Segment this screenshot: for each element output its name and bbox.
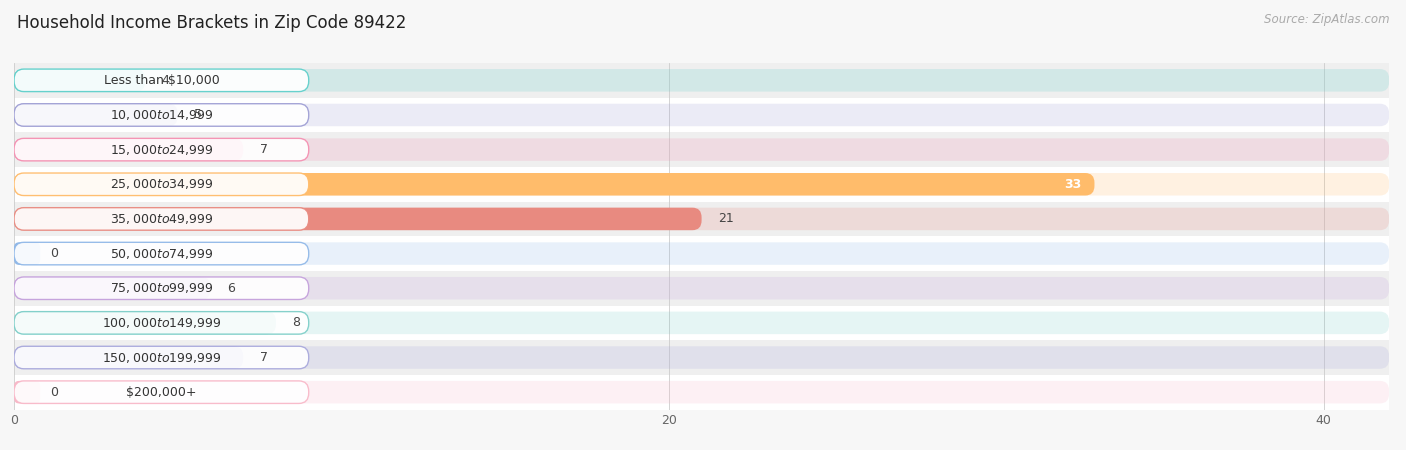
FancyBboxPatch shape	[14, 381, 1389, 404]
Text: Source: ZipAtlas.com: Source: ZipAtlas.com	[1264, 14, 1389, 27]
Text: $75,000 to $99,999: $75,000 to $99,999	[110, 281, 214, 295]
FancyBboxPatch shape	[14, 138, 309, 161]
Bar	[14, 236, 1389, 271]
Text: 33: 33	[1064, 178, 1081, 191]
FancyBboxPatch shape	[14, 242, 309, 265]
Bar	[14, 98, 1389, 132]
Text: $150,000 to $199,999: $150,000 to $199,999	[101, 351, 221, 364]
FancyBboxPatch shape	[14, 346, 309, 369]
FancyBboxPatch shape	[14, 277, 309, 300]
Text: $25,000 to $34,999: $25,000 to $34,999	[110, 177, 214, 191]
FancyBboxPatch shape	[14, 381, 309, 404]
FancyBboxPatch shape	[14, 173, 1389, 196]
Text: 0: 0	[51, 386, 58, 399]
Bar	[14, 375, 1389, 410]
Bar	[14, 340, 1389, 375]
FancyBboxPatch shape	[14, 242, 41, 265]
FancyBboxPatch shape	[14, 311, 276, 334]
FancyBboxPatch shape	[14, 138, 1389, 161]
Text: $15,000 to $24,999: $15,000 to $24,999	[110, 143, 214, 157]
Text: 0: 0	[51, 247, 58, 260]
FancyBboxPatch shape	[14, 104, 177, 126]
Text: $50,000 to $74,999: $50,000 to $74,999	[110, 247, 214, 261]
Bar	[14, 202, 1389, 236]
Bar	[14, 306, 1389, 340]
Text: 6: 6	[226, 282, 235, 295]
FancyBboxPatch shape	[14, 138, 243, 161]
Text: 4: 4	[162, 74, 169, 87]
FancyBboxPatch shape	[14, 311, 309, 334]
FancyBboxPatch shape	[14, 346, 1389, 369]
FancyBboxPatch shape	[14, 69, 145, 92]
FancyBboxPatch shape	[14, 207, 1389, 230]
Text: $35,000 to $49,999: $35,000 to $49,999	[110, 212, 214, 226]
FancyBboxPatch shape	[14, 173, 309, 196]
Text: $10,000 to $14,999: $10,000 to $14,999	[110, 108, 214, 122]
FancyBboxPatch shape	[14, 104, 309, 126]
Bar	[14, 63, 1389, 98]
Text: Household Income Brackets in Zip Code 89422: Household Income Brackets in Zip Code 89…	[17, 14, 406, 32]
Text: 8: 8	[292, 316, 301, 329]
Text: 5: 5	[194, 108, 202, 122]
FancyBboxPatch shape	[14, 69, 309, 92]
FancyBboxPatch shape	[14, 207, 702, 230]
Text: 7: 7	[260, 351, 267, 364]
FancyBboxPatch shape	[14, 277, 211, 300]
Text: $100,000 to $149,999: $100,000 to $149,999	[101, 316, 221, 330]
FancyBboxPatch shape	[14, 69, 1389, 92]
FancyBboxPatch shape	[14, 311, 1389, 334]
Text: 7: 7	[260, 143, 267, 156]
FancyBboxPatch shape	[14, 242, 1389, 265]
FancyBboxPatch shape	[14, 381, 41, 404]
FancyBboxPatch shape	[14, 207, 309, 230]
FancyBboxPatch shape	[14, 346, 243, 369]
Text: Less than $10,000: Less than $10,000	[104, 74, 219, 87]
FancyBboxPatch shape	[14, 104, 1389, 126]
Text: $200,000+: $200,000+	[127, 386, 197, 399]
Bar	[14, 132, 1389, 167]
Bar	[14, 167, 1389, 202]
Bar	[14, 271, 1389, 306]
FancyBboxPatch shape	[14, 277, 1389, 300]
Text: 21: 21	[718, 212, 734, 225]
FancyBboxPatch shape	[14, 173, 1094, 196]
